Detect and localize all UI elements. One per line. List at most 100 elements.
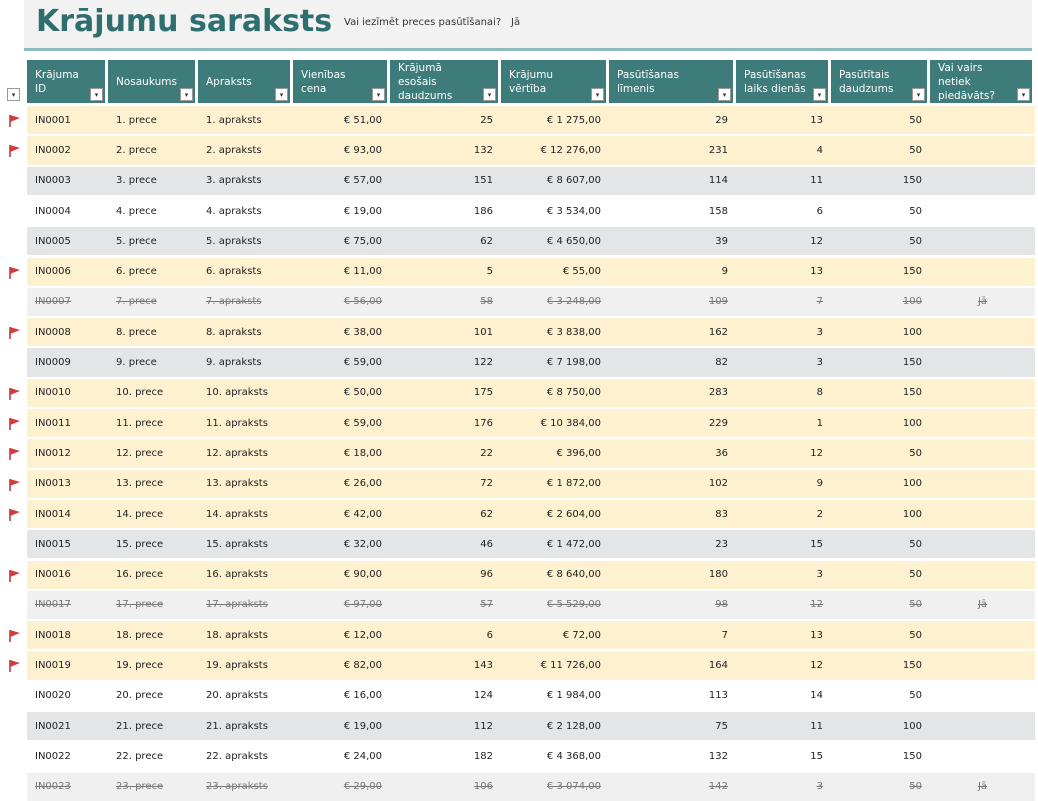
table-cell: € 12 276,00	[501, 136, 609, 165]
table-cell: 113	[609, 681, 736, 710]
table-cell: 158	[609, 196, 736, 226]
table-cell: 6. apraksts	[198, 257, 293, 286]
table-cell: 143	[390, 651, 501, 680]
table-cell: € 5 529,00	[501, 590, 609, 620]
table-cell: 164	[609, 651, 736, 680]
flag-icon	[9, 265, 21, 279]
table-cell	[930, 742, 1035, 771]
table-cell	[930, 712, 1035, 741]
flag-icon	[9, 143, 21, 158]
table-cell: 8	[736, 378, 831, 407]
table-cell: 9	[736, 469, 831, 498]
table-cell: € 8 607,00	[501, 166, 609, 195]
table-cell: 25	[390, 106, 501, 135]
column-header: Vienības cena	[293, 60, 387, 103]
filter-button[interactable]: ▾	[90, 88, 103, 101]
table-cell: 98	[609, 590, 736, 620]
table-cell: Jā	[930, 287, 1035, 317]
filter-button[interactable]: ▾	[180, 88, 193, 101]
table-cell: 102	[609, 469, 736, 498]
table-cell	[930, 257, 1035, 286]
flag-icon	[9, 507, 21, 521]
filter-button[interactable]: ▾	[372, 88, 385, 101]
flag	[9, 508, 20, 521]
answer[interactable]: Jā	[511, 17, 521, 28]
table-cell: € 24,00	[293, 742, 390, 771]
table-cell: 101	[390, 318, 501, 347]
filter-button[interactable]: ▾	[7, 88, 20, 101]
table-cell: Jā	[930, 590, 1035, 620]
filter-button[interactable]: ▾	[591, 88, 604, 101]
table-cell: IN0018	[27, 621, 108, 650]
table-cell: 36	[609, 439, 736, 468]
table-cell: 39	[609, 227, 736, 256]
table-cell: 6. prece	[108, 257, 198, 286]
column-header: Vai vairs netiek piedāvāts?	[930, 60, 1032, 103]
table-cell: 231	[609, 136, 736, 165]
table-cell: 50	[831, 621, 930, 650]
filter-button[interactable]: ▾	[483, 88, 496, 101]
table-cell: 2. apraksts	[198, 136, 293, 165]
table-cell: € 50,00	[293, 378, 390, 407]
table-cell: 3. apraksts	[198, 166, 293, 195]
header: Krājumu saraksts Vai iezīmēt preces pasū…	[24, 0, 1032, 51]
table-cell: 14	[736, 681, 831, 710]
table-cell: 50	[831, 560, 930, 589]
table-cell: 23	[609, 530, 736, 559]
table-cell: 7. prece	[108, 287, 198, 317]
table-cell: 50	[831, 681, 930, 710]
flag-icon	[9, 386, 21, 400]
table-cell: Jā	[930, 772, 1035, 801]
filter-button[interactable]: ▾	[1017, 88, 1030, 101]
table-cell: 12	[736, 590, 831, 620]
table-cell: 17. prece	[108, 590, 198, 620]
table-cell: 100	[831, 499, 930, 529]
table-cell	[930, 378, 1035, 407]
table-cell: 13. prece	[108, 469, 198, 498]
table-cell: 2. prece	[108, 136, 198, 165]
table-cell: 13	[736, 621, 831, 650]
table-cell	[930, 469, 1035, 498]
table-cell: 12. prece	[108, 439, 198, 468]
table-cell: IN0017	[27, 590, 108, 620]
table-cell: 13	[736, 257, 831, 286]
table-cell	[930, 651, 1035, 680]
filter-button[interactable]: ▾	[813, 88, 826, 101]
table-cell: 18. apraksts	[198, 621, 293, 650]
table-cell: 22. prece	[108, 742, 198, 771]
table-cell: 8. apraksts	[198, 318, 293, 347]
filter-button[interactable]: ▾	[275, 88, 288, 101]
filter-button[interactable]: ▾	[718, 88, 731, 101]
table-cell: 58	[390, 287, 501, 317]
table-cell: € 11,00	[293, 257, 390, 286]
table-cell: 4. prece	[108, 196, 198, 226]
table-cell: 1	[736, 409, 831, 438]
table-cell: 62	[390, 227, 501, 256]
flag-icon	[9, 477, 21, 491]
column-header: Pasūtīšanas līmenis	[609, 60, 733, 103]
table-cell: IN0013	[27, 469, 108, 498]
table-cell: IN0004	[27, 196, 108, 226]
table-cell: IN0002	[27, 136, 108, 165]
table-cell: IN0014	[27, 499, 108, 529]
table-cell: 7	[736, 287, 831, 317]
table-cell: 15	[736, 742, 831, 771]
table-cell: 7	[609, 621, 736, 650]
filter-button[interactable]: ▾	[912, 88, 925, 101]
table-cell: € 4 650,00	[501, 227, 609, 256]
table-cell: 50	[831, 590, 930, 620]
table-cell: 11	[736, 712, 831, 741]
table-cell	[930, 409, 1035, 438]
table-cell: IN0016	[27, 560, 108, 589]
table-cell: 114	[609, 166, 736, 195]
table-cell: IN0008	[27, 318, 108, 347]
flag	[9, 266, 20, 279]
table-cell	[930, 621, 1035, 650]
table-cell	[930, 196, 1035, 226]
table-cell: IN0011	[27, 409, 108, 438]
table-cell: 109	[609, 287, 736, 317]
table-cell: 9. prece	[108, 348, 198, 377]
table-cell: € 3 534,00	[501, 196, 609, 226]
flag-icon	[9, 568, 21, 582]
